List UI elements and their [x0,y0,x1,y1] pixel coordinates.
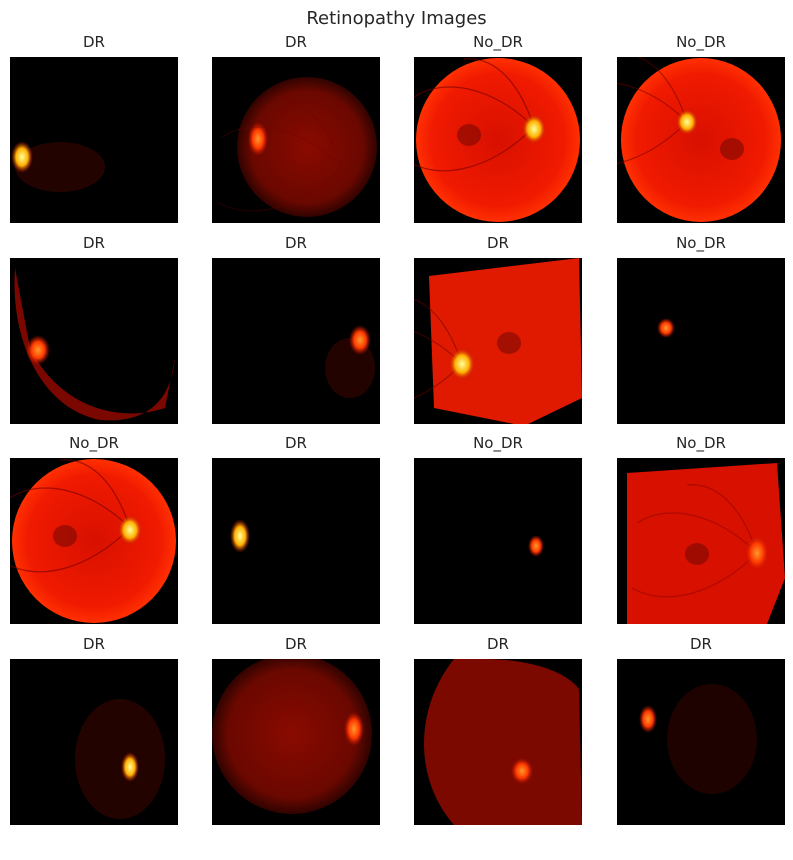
panel-label: No_DR [473,434,523,452]
macula [720,138,744,160]
fundus-image [10,659,178,825]
optic-disc [121,752,139,782]
optic-disc [230,519,250,553]
optic-disc [511,758,533,784]
panel-label: DR [690,635,712,653]
optic-disc [349,325,371,355]
optic-disc [522,114,546,144]
macula [497,332,521,354]
image-background [617,258,785,424]
retinal-vessels [414,298,463,399]
fundus-image [414,258,582,424]
panel-label: DR [487,635,509,653]
panel-label: DR [285,635,307,653]
optic-disc [248,122,268,156]
optic-disc [528,535,544,557]
panel-label: No_DR [69,434,119,452]
fundus-image [617,458,785,624]
optic-disc [657,318,675,338]
fundus-image [10,57,178,223]
macula [457,124,481,146]
optic-disc [11,141,33,173]
fundus-image [617,57,785,223]
fundus-disc [12,459,176,623]
panel-label: DR [285,434,307,452]
fundus-image [414,458,582,624]
panel-label: DR [285,234,307,252]
fundus-image [212,659,380,825]
optic-disc [639,705,657,733]
fundus-disc [416,58,580,222]
panel-label: DR [83,635,105,653]
optic-disc [26,335,50,365]
macula [53,525,77,547]
fundus-image [212,458,380,624]
panel-label: No_DR [676,434,726,452]
panel-label: DR [487,234,509,252]
figure-title: Retinopathy Images [306,8,487,29]
retinal-vessels [216,98,343,212]
fundus-image [212,258,380,424]
retinal-vessels [631,484,758,598]
fundus-image [617,258,785,424]
fundus-disc [237,77,377,217]
panel-label: DR [285,33,307,51]
fundus-image [414,57,582,223]
optic-disc [118,515,142,545]
fundus-image [10,258,178,424]
panel-label: DR [83,234,105,252]
optic-disc [344,712,364,746]
optic-disc [449,348,475,380]
fundus-image [414,659,582,825]
panel-label: No_DR [676,33,726,51]
image-background [10,57,178,223]
macula [685,543,709,565]
fundus-disc [212,659,372,814]
retinal-vessels [10,459,131,573]
panel-label: No_DR [473,33,523,51]
optic-disc [676,109,698,135]
fundus-image [617,659,785,825]
fundus-image [212,57,380,223]
retinal-vessels [414,58,535,172]
optic-disc [745,535,769,571]
retinal-vessels [617,57,688,165]
fundus-disc [621,58,781,222]
fundus-image [10,458,178,624]
panel-label: DR [83,33,105,51]
image-background [414,458,582,624]
panel-label: No_DR [676,234,726,252]
